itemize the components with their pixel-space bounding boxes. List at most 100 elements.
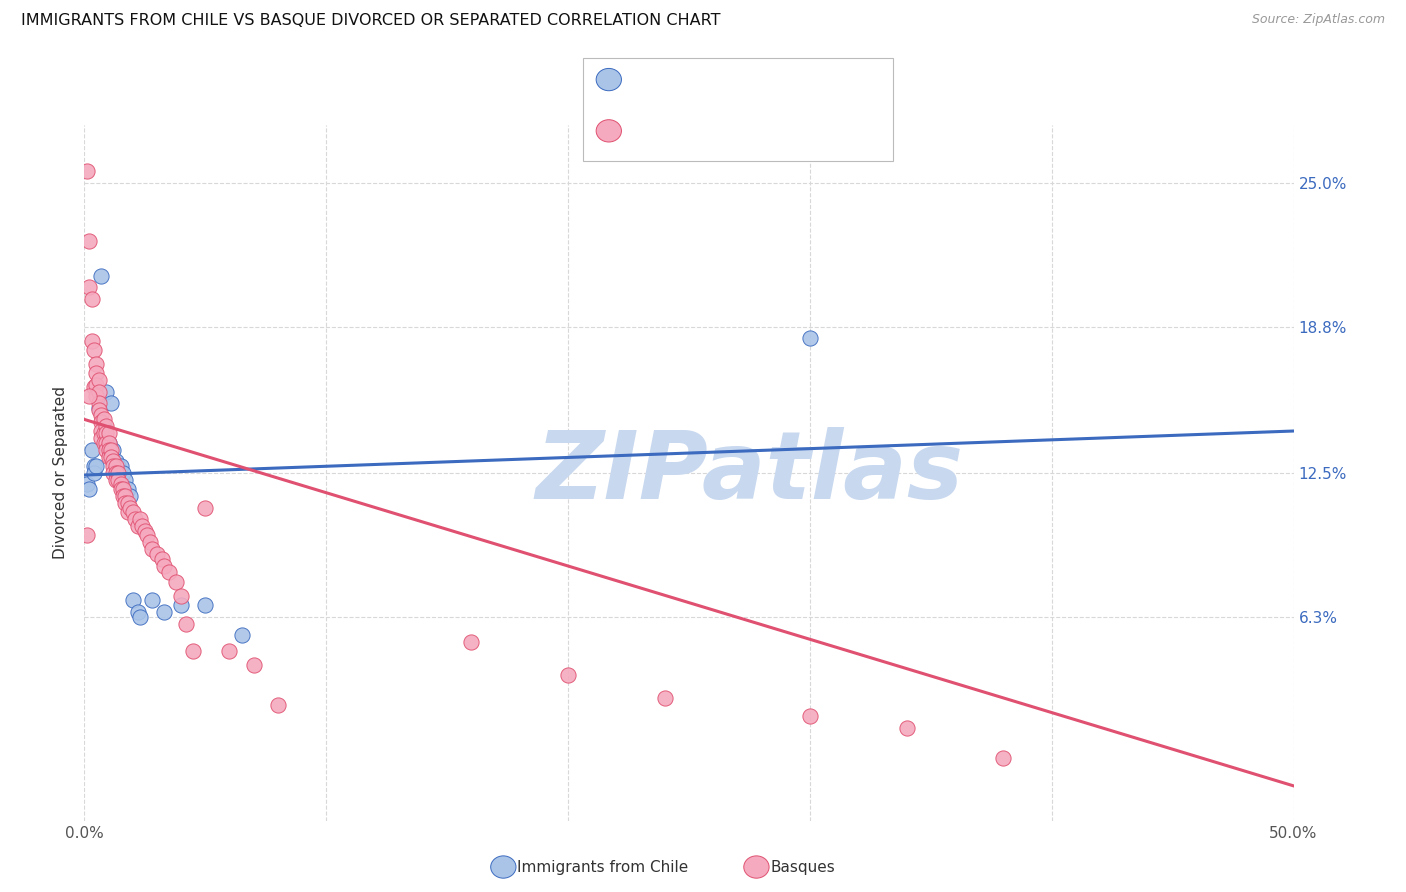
Point bbox=[104, 466, 127, 480]
Point bbox=[121, 593, 143, 607]
Point bbox=[90, 408, 112, 422]
Point bbox=[896, 721, 918, 735]
Point bbox=[121, 505, 143, 519]
Point bbox=[97, 442, 120, 457]
Point bbox=[104, 458, 127, 473]
Point bbox=[799, 709, 821, 723]
Point bbox=[103, 458, 125, 473]
Point bbox=[107, 473, 129, 487]
Point bbox=[83, 466, 105, 480]
Point bbox=[112, 482, 135, 496]
Point bbox=[110, 458, 132, 473]
Point bbox=[993, 751, 1015, 765]
Point bbox=[76, 477, 98, 491]
Point bbox=[100, 442, 122, 457]
Point bbox=[138, 535, 160, 549]
Point bbox=[86, 458, 108, 473]
Point bbox=[87, 403, 110, 417]
Point bbox=[157, 566, 180, 580]
Point bbox=[654, 690, 676, 705]
Point bbox=[134, 524, 156, 538]
Point bbox=[170, 589, 193, 603]
Point bbox=[124, 512, 146, 526]
Point bbox=[83, 343, 105, 357]
Point bbox=[104, 454, 127, 468]
Point bbox=[141, 542, 163, 557]
Point bbox=[90, 268, 112, 283]
Point bbox=[141, 593, 163, 607]
Y-axis label: Divorced or Separated: Divorced or Separated bbox=[53, 386, 69, 559]
Point bbox=[103, 466, 125, 480]
Text: IMMIGRANTS FROM CHILE VS BASQUE DIVORCED OR SEPARATED CORRELATION CHART: IMMIGRANTS FROM CHILE VS BASQUE DIVORCED… bbox=[21, 13, 721, 29]
Point bbox=[170, 598, 193, 612]
Point bbox=[86, 366, 108, 380]
Point bbox=[100, 450, 122, 464]
Point bbox=[80, 442, 103, 457]
Text: R =  0.050   N = 29: R = 0.050 N = 29 bbox=[630, 72, 779, 87]
Point bbox=[93, 435, 115, 450]
Point bbox=[87, 401, 110, 415]
Point bbox=[90, 415, 112, 429]
Point bbox=[77, 389, 100, 403]
Point bbox=[93, 419, 115, 434]
Point bbox=[100, 396, 122, 410]
Point bbox=[218, 644, 240, 658]
Point bbox=[97, 435, 120, 450]
Point bbox=[110, 477, 132, 491]
Point bbox=[76, 528, 98, 542]
Point bbox=[120, 489, 142, 503]
Text: Basques: Basques bbox=[770, 860, 835, 874]
Point bbox=[231, 628, 253, 642]
Point bbox=[87, 384, 110, 399]
Point bbox=[107, 466, 129, 480]
Point bbox=[86, 389, 108, 403]
Point bbox=[90, 431, 112, 445]
Point bbox=[114, 489, 136, 503]
Point bbox=[117, 482, 139, 496]
Point bbox=[129, 609, 152, 624]
Point bbox=[83, 458, 105, 473]
Point bbox=[94, 442, 117, 457]
Point bbox=[94, 426, 117, 441]
Point bbox=[127, 519, 149, 533]
Point bbox=[112, 489, 135, 503]
Text: R = -0.468   N = 81: R = -0.468 N = 81 bbox=[630, 123, 780, 138]
Point bbox=[114, 473, 136, 487]
Point bbox=[117, 505, 139, 519]
Point bbox=[97, 426, 120, 441]
Point bbox=[107, 458, 129, 473]
Point bbox=[112, 466, 135, 480]
Text: Immigrants from Chile: Immigrants from Chile bbox=[517, 860, 689, 874]
Point bbox=[120, 500, 142, 515]
Point bbox=[131, 519, 153, 533]
Point bbox=[90, 424, 112, 438]
Point bbox=[242, 658, 264, 673]
Point bbox=[93, 426, 115, 441]
Point bbox=[174, 616, 197, 631]
Point bbox=[153, 605, 176, 619]
Point bbox=[104, 473, 127, 487]
Point bbox=[86, 377, 108, 392]
Point bbox=[76, 164, 98, 178]
Point bbox=[114, 496, 136, 510]
Point bbox=[150, 551, 173, 566]
Point bbox=[181, 644, 204, 658]
Point bbox=[77, 234, 100, 248]
Point bbox=[153, 558, 176, 573]
Point bbox=[86, 357, 108, 371]
Point bbox=[136, 528, 159, 542]
Text: Source: ZipAtlas.com: Source: ZipAtlas.com bbox=[1251, 13, 1385, 27]
Point bbox=[165, 574, 187, 589]
Point bbox=[77, 482, 100, 496]
Point bbox=[129, 512, 152, 526]
Point bbox=[194, 500, 217, 515]
Point bbox=[103, 454, 125, 468]
Point bbox=[127, 605, 149, 619]
Point bbox=[94, 384, 117, 399]
Point bbox=[460, 635, 482, 649]
Point bbox=[94, 435, 117, 450]
Point bbox=[557, 667, 579, 681]
Point bbox=[93, 412, 115, 426]
Point bbox=[194, 598, 217, 612]
Point bbox=[799, 331, 821, 345]
